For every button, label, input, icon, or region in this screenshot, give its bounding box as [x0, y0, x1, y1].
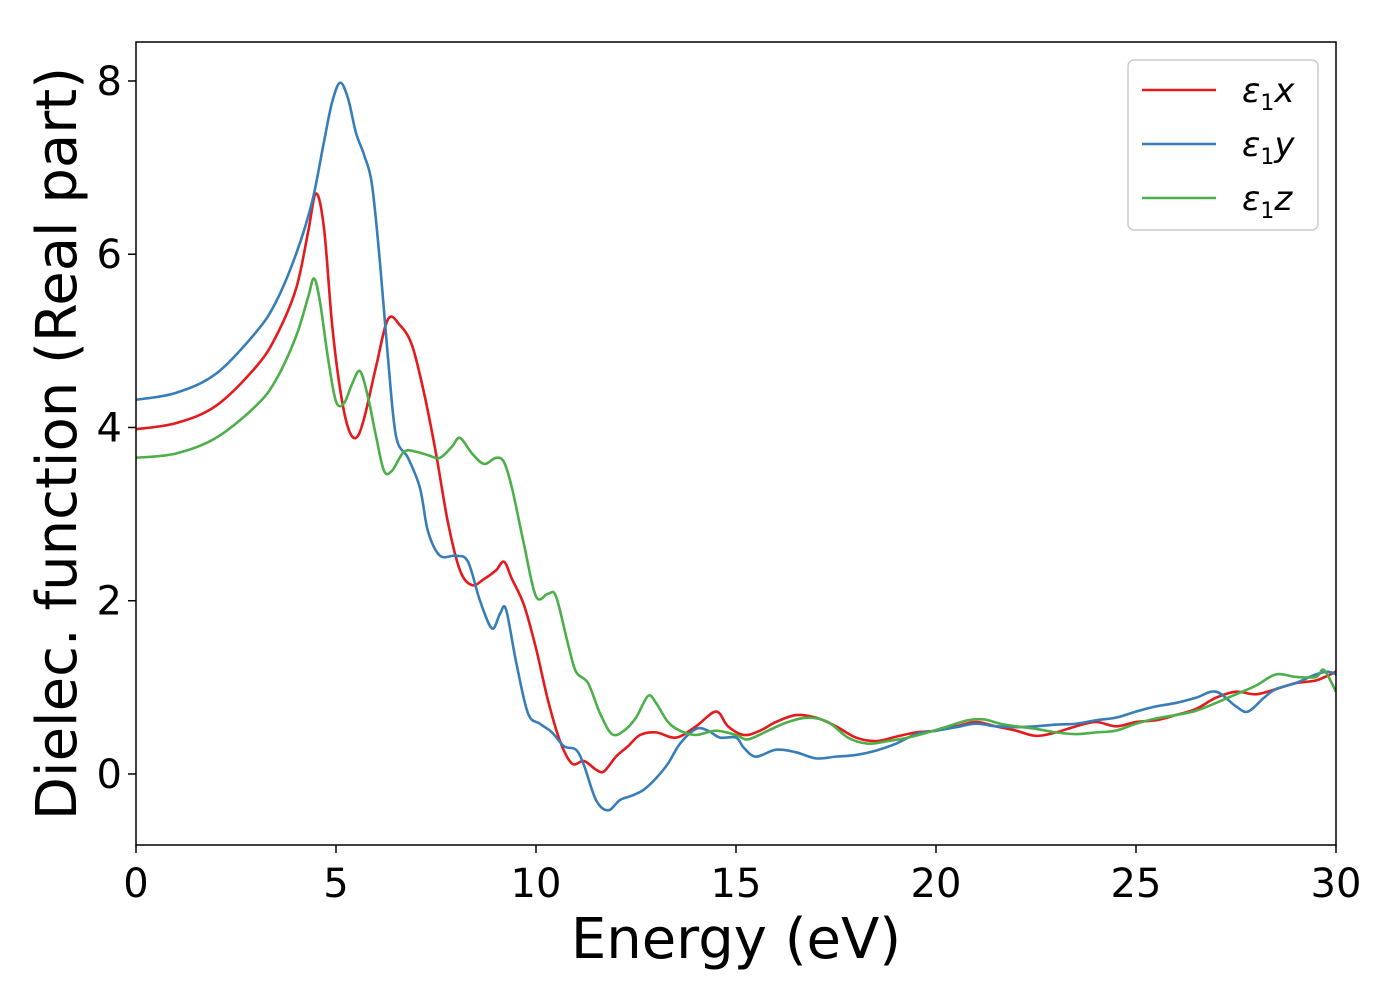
- x-tick-label: 25: [1111, 861, 1162, 907]
- y-tick-label: 0: [97, 752, 122, 798]
- x-axis-title: Energy (eV): [571, 907, 901, 972]
- legend-box: [1127, 59, 1319, 231]
- x-tick-label: 10: [511, 861, 562, 907]
- series-line-z: [136, 277, 1336, 746]
- series-line-y: [136, 81, 1336, 812]
- y-axis-ticks: 0 2 4 6 8: [97, 59, 136, 798]
- legend: ε1x ε1y ε1z: [1127, 59, 1319, 231]
- x-tick-label: 30: [1311, 861, 1362, 907]
- legend-label-y: ε1y: [1242, 125, 1295, 170]
- x-axis-ticks: 0 5 10 15 20 25 30: [123, 845, 1361, 907]
- x-tick-label: 0: [123, 861, 148, 907]
- x-tick-label: 5: [323, 861, 348, 907]
- series-layer: [136, 81, 1336, 812]
- x-tick-label: 20: [911, 861, 962, 907]
- series-line-x: [136, 192, 1336, 774]
- legend-label-x: ε1x: [1242, 71, 1295, 116]
- y-tick-label: 6: [97, 232, 122, 278]
- y-axis-title: Dielec. function (Real part): [25, 67, 90, 820]
- legend-label-z: ε1z: [1242, 179, 1293, 224]
- y-tick-label: 2: [97, 579, 122, 625]
- y-tick-label: 4: [97, 405, 122, 451]
- x-tick-label: 15: [711, 861, 762, 907]
- y-tick-label: 8: [97, 59, 122, 105]
